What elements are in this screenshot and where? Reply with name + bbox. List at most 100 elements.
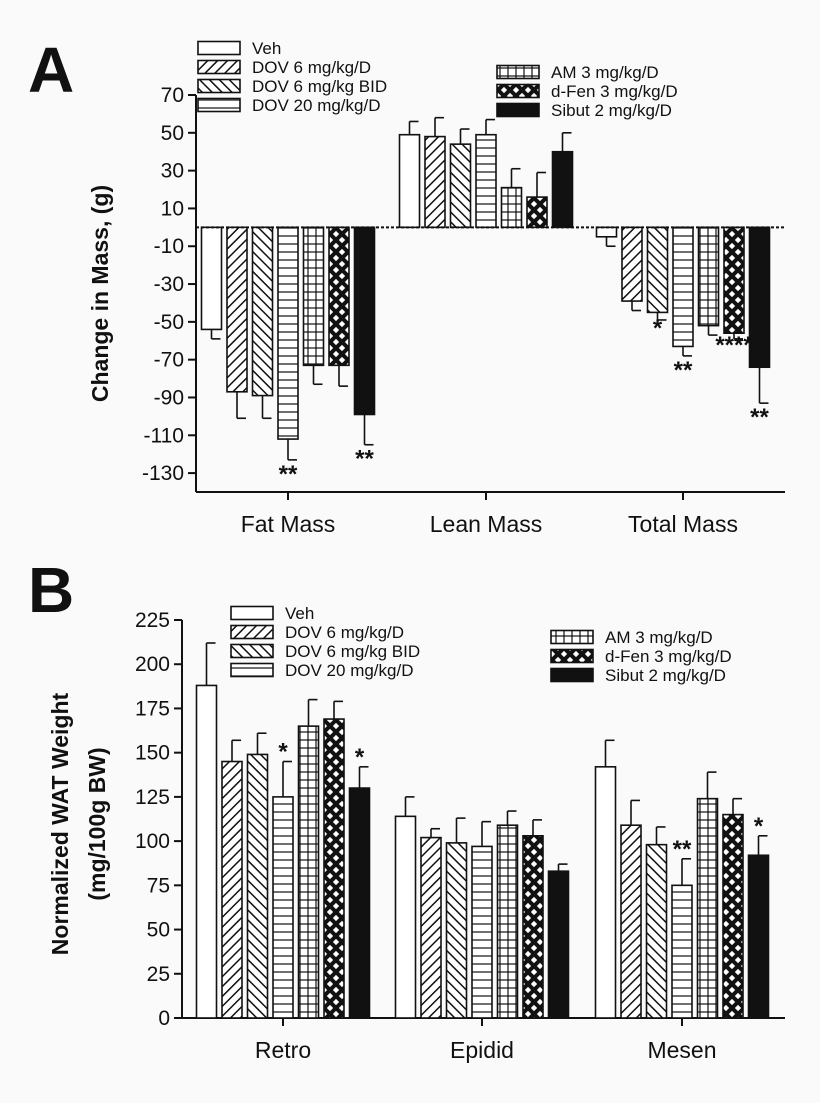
bar: [526, 196, 548, 229]
bar: [200, 226, 223, 331]
y-tick-label: 200: [135, 653, 170, 676]
legend-label: Sibut 2 mg/kg/D: [605, 666, 726, 685]
bar: [500, 186, 523, 229]
legend-label: d-Fen 3 mg/kg/D: [551, 82, 678, 101]
bar: [272, 796, 294, 1019]
y-tick-label: 100: [135, 830, 170, 853]
significance-marker: *: [278, 739, 288, 766]
x-category-label: Fat Mass: [241, 511, 336, 537]
bar: [551, 150, 574, 229]
bar: [221, 760, 243, 1019]
legend-swatch: [197, 40, 241, 56]
bar: [723, 226, 745, 334]
legend-label: d-Fen 3 mg/kg/D: [605, 647, 732, 666]
y-tick-label: -30: [154, 273, 184, 296]
y-tick-label: -50: [154, 311, 184, 334]
bar: [251, 226, 274, 397]
significance-marker: *: [653, 315, 663, 342]
significance-marker: ****: [715, 332, 753, 359]
bar: [722, 813, 744, 1019]
significance-marker: **: [674, 357, 693, 384]
bar: [595, 226, 618, 238]
bar: [475, 133, 497, 229]
bar: [672, 226, 694, 348]
legend-swatch: [197, 97, 241, 113]
legend-label: DOV 6 mg/kg BID: [252, 77, 387, 96]
bar: [696, 797, 719, 1019]
legend-label: DOV 6 mg/kg/D: [252, 58, 371, 77]
y-tick-label: 125: [135, 786, 170, 809]
legend-label: DOV 6 mg/kg/D: [285, 623, 404, 642]
y-tick-label: 30: [161, 160, 184, 183]
significance-marker: **: [279, 461, 298, 488]
legend-swatch: [197, 59, 241, 75]
y-tick-label: 175: [135, 697, 170, 720]
bar: [348, 787, 371, 1019]
y-tick-label: 70: [161, 84, 184, 107]
y-axis-label: Change in Mass, (g): [87, 185, 113, 402]
bar: [328, 226, 350, 367]
y-tick-label: 50: [161, 122, 184, 145]
bar: [449, 143, 472, 229]
legend-label: DOV 6 mg/kg BID: [285, 642, 420, 661]
legend-label: Sibut 2 mg/kg/D: [551, 101, 672, 120]
bar: [547, 870, 570, 1019]
y-tick-label: -130: [142, 462, 184, 485]
significance-marker: *: [754, 813, 764, 840]
significance-marker: **: [750, 404, 769, 431]
bar: [445, 842, 468, 1019]
y-tick-label: 25: [147, 963, 170, 986]
y-axis-label-line1: Normalized WAT Weight: [47, 692, 73, 955]
bar: [621, 226, 643, 302]
significance-marker: *: [355, 744, 365, 771]
bar: [323, 718, 345, 1019]
significance-marker: **: [355, 446, 374, 473]
significance-marker: **: [673, 836, 692, 863]
x-category-label: Retro: [255, 1037, 311, 1063]
bar: [226, 226, 248, 393]
bar: [398, 133, 421, 229]
bar: [620, 824, 642, 1019]
y-tick-label: 50: [147, 919, 170, 942]
bar: [277, 226, 299, 440]
legend-swatch: [496, 102, 540, 118]
bar: [246, 753, 269, 1019]
legend-label: AM 3 mg/kg/D: [605, 628, 713, 647]
legend-label: AM 3 mg/kg/D: [551, 63, 659, 82]
bar: [496, 824, 519, 1019]
bar: [645, 843, 668, 1019]
bar: [747, 854, 770, 1019]
bar: [594, 766, 617, 1019]
bar: [522, 835, 544, 1019]
y-tick-label: 10: [161, 197, 184, 220]
x-category-label: Total Mass: [628, 511, 738, 537]
y-tick-label: -70: [154, 349, 184, 372]
panel-label: B: [28, 554, 74, 626]
panel-b: B Normalized WAT Weight (mg/100g BW) 225 200…: [28, 554, 785, 1063]
legend-swatch: [230, 624, 274, 640]
x-category-label: Lean Mass: [430, 511, 543, 537]
panel-a: A Change in Mass, (g) 70 50 30 10 -10 -30 -50 -70…: [28, 34, 785, 537]
bar: [302, 226, 325, 367]
legend-label: Veh: [285, 604, 314, 623]
y-tick-label: -10: [154, 235, 184, 258]
y-tick-label: 75: [147, 874, 170, 897]
legend-label: DOV 20 mg/kg/D: [252, 96, 381, 115]
y-tick-label: 0: [158, 1007, 170, 1030]
legend-swatch: [197, 78, 241, 94]
y-tick-label: -90: [154, 386, 184, 409]
bar: [394, 815, 417, 1019]
y-axis-label-line2: (mg/100g BW): [84, 747, 110, 900]
bar: [424, 135, 446, 229]
legend-swatch: [550, 648, 594, 664]
y-tick-label: -110: [144, 424, 184, 447]
x-category-label: Mesen: [647, 1037, 716, 1063]
legend-label: DOV 20 mg/kg/D: [285, 661, 414, 680]
bar: [697, 226, 720, 327]
bar: [646, 226, 669, 314]
bar: [471, 845, 493, 1019]
bar: [671, 884, 693, 1019]
legend-label: Veh: [252, 39, 281, 58]
legend-swatch: [550, 667, 594, 683]
